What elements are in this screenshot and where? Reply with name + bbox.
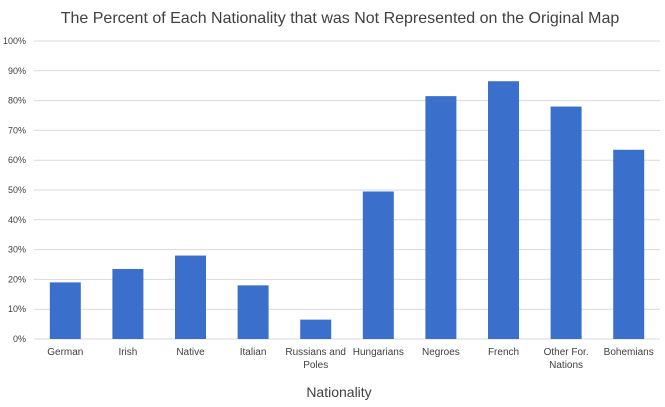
- y-axis-ticks: 0% 10% 20% 30% 40% 50% 60% 70% 80% 90% 100%: [3, 36, 26, 344]
- y-tick-label: 60%: [8, 155, 26, 165]
- y-tick-label: 40%: [8, 215, 26, 225]
- x-category-label: German: [47, 347, 83, 358]
- y-tick-label: 10%: [8, 304, 26, 314]
- bar: [112, 268, 144, 339]
- y-tick-label: 70%: [8, 125, 26, 135]
- bar: [425, 96, 457, 339]
- x-category-label: Bohemians: [604, 347, 654, 358]
- x-category-label: Irish: [118, 347, 137, 358]
- x-category-label: French: [488, 347, 519, 358]
- x-axis-categories: German Irish Native Italian Russians and Pole…: [47, 347, 653, 371]
- bar: [49, 282, 81, 339]
- x-category-label: Russians and: [285, 347, 346, 358]
- bar: [488, 81, 519, 339]
- bar: [362, 191, 394, 339]
- y-tick-label: 90%: [8, 66, 26, 76]
- x-axis-title: Nationality: [306, 384, 371, 400]
- y-tick-label: 80%: [8, 96, 26, 106]
- x-category-label: Nations: [549, 360, 583, 371]
- bar: [300, 319, 332, 339]
- y-tick-label: 20%: [8, 274, 26, 284]
- x-category-label: Native: [176, 347, 205, 358]
- y-tick-label: 50%: [8, 185, 26, 195]
- bars: [49, 81, 645, 339]
- y-tick-label: 0%: [13, 334, 26, 344]
- x-category-label: Other For.: [544, 347, 589, 358]
- x-category-label: Italian: [240, 347, 267, 358]
- bar: [613, 149, 645, 339]
- chart-title: The Percent of Each Nationality that was…: [61, 10, 620, 27]
- x-category-label: Negroes: [422, 347, 460, 358]
- y-tick-label: 30%: [8, 245, 26, 255]
- bar: [550, 106, 582, 339]
- bar: [237, 285, 269, 339]
- y-tick-label: 100%: [3, 36, 26, 46]
- x-category-label: Hungarians: [353, 347, 404, 358]
- x-category-label: Poles: [303, 360, 328, 371]
- bar: [175, 255, 206, 339]
